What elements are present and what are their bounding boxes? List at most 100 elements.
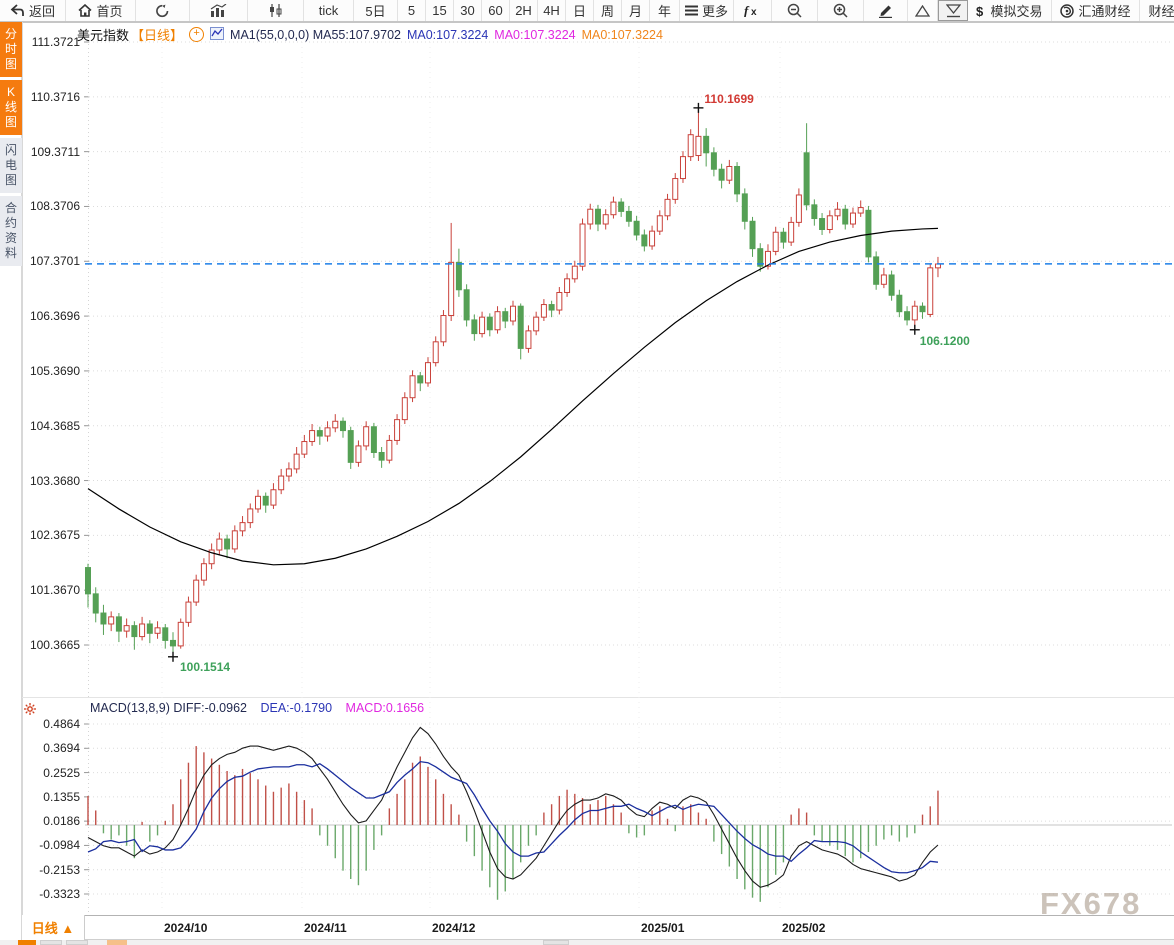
triangle-down-button[interactable] — [938, 0, 968, 21]
macd-dea-line — [87, 760, 939, 874]
candle-down — [641, 234, 648, 247]
sim-trade-button[interactable]: $ 模拟交易 — [968, 0, 1052, 21]
clipped-settings-tab[interactable] — [543, 940, 569, 945]
candle-up — [247, 508, 254, 524]
period-badge[interactable]: 【日线】 — [131, 28, 184, 43]
candle-down — [734, 165, 741, 195]
zoom-out-button[interactable] — [772, 0, 818, 21]
candle-up — [880, 274, 887, 285]
tab-time-chart[interactable]: 分时图 — [0, 22, 22, 77]
macd-value: MACD:0.1656 — [345, 701, 425, 715]
macd-axis-label: -0.2153 — [39, 862, 80, 877]
candle-up — [278, 475, 285, 491]
symbol-name: 美元指数 — [77, 28, 130, 43]
price-axis-label: 103.3680 — [29, 473, 80, 488]
candle-up — [587, 208, 594, 225]
candle-up — [479, 316, 486, 335]
candle-down — [417, 375, 424, 384]
zoom-out-icon — [787, 3, 802, 18]
candle-down — [749, 220, 756, 250]
candle-down — [633, 220, 640, 236]
zoom-in-button[interactable] — [818, 0, 864, 21]
period-week-button[interactable]: 周 — [594, 0, 622, 21]
candle-down — [339, 420, 346, 432]
finance-button[interactable]: 财经 — [1140, 0, 1174, 21]
candle-down — [517, 305, 524, 349]
price-axis-label: 101.3670 — [29, 583, 80, 598]
tab-flash-chart-char: 电 — [4, 158, 17, 172]
mini-chart-icon[interactable] — [210, 26, 225, 43]
back-icon — [10, 4, 25, 17]
candle-up — [525, 330, 532, 349]
tab-flash-chart[interactable]: 闪电图 — [0, 138, 22, 193]
price-extreme-label: 110.1699 — [704, 91, 754, 106]
home-button[interactable]: 首页 — [66, 0, 136, 21]
month-label: 2024/12 — [432, 921, 476, 935]
tick-button-label: tick — [318, 3, 339, 18]
candle-down — [262, 495, 269, 506]
period-4h-button[interactable]: 4H — [538, 0, 566, 21]
candle-up — [564, 278, 571, 294]
kline-button[interactable] — [248, 0, 304, 21]
period-5-button[interactable]: 5 — [398, 0, 426, 21]
candle-up — [602, 214, 609, 225]
zoom-in-icon — [833, 3, 848, 18]
clipped-tab[interactable] — [40, 940, 62, 945]
triangle-up-icon — [915, 4, 930, 17]
candle-down — [757, 248, 764, 267]
candle-up — [409, 375, 416, 399]
refresh-button[interactable] — [136, 0, 190, 21]
candle-up — [571, 265, 578, 280]
period-60-button[interactable]: 60 — [482, 0, 510, 21]
month-label: 2025/02 — [782, 921, 826, 935]
macd-diff-line — [87, 726, 939, 888]
tab-flash-chart-char: 图 — [4, 173, 17, 187]
period-15-button[interactable]: 15 — [426, 0, 454, 21]
candle-down — [548, 304, 555, 311]
candle-up — [185, 601, 192, 623]
macd-diff-value: MACD(13,8,9) DIFF:-0.0962 — [90, 701, 247, 715]
candle-up — [293, 453, 300, 470]
period-day-button[interactable]: 日 — [566, 0, 594, 21]
clipped-tab[interactable] — [107, 940, 127, 945]
candle-up — [363, 426, 370, 447]
back-button[interactable]: 返回 — [0, 0, 66, 21]
period-2h-button[interactable]: 2H — [510, 0, 538, 21]
triangle-up-button[interactable] — [908, 0, 938, 21]
candle-up — [772, 231, 779, 252]
tab-contract-info[interactable]: 合约资料 — [0, 196, 22, 266]
candle-up — [672, 178, 679, 200]
tab-time-chart-char: 时 — [4, 42, 17, 56]
draw-button[interactable] — [864, 0, 908, 21]
clipped-tab-active[interactable] — [18, 940, 36, 945]
period-year-button[interactable]: 年 — [650, 0, 680, 21]
huitong-button[interactable]: 汇通财经 — [1052, 0, 1140, 21]
add-indicator-icon[interactable]: + — [189, 27, 205, 42]
month-label: 2025/01 — [641, 921, 685, 935]
candle-up — [200, 563, 207, 581]
ma0-magenta-value: MA0:107.3224 — [494, 27, 576, 42]
candle-down — [718, 168, 725, 181]
period-30-button[interactable]: 30 — [454, 0, 482, 21]
candle-down — [625, 210, 632, 222]
bar-chart-button[interactable] — [190, 0, 248, 21]
price-axis-label: 110.3716 — [30, 89, 80, 104]
clipped-tab[interactable] — [66, 940, 88, 945]
tab-contract-info-char: 料 — [4, 246, 17, 260]
period-selector[interactable]: 日线 ▲ — [22, 915, 85, 940]
price-axis-label: 102.3675 — [29, 528, 80, 543]
period-month-button[interactable]: 月 — [622, 0, 650, 21]
more-button[interactable]: 更多 — [680, 0, 734, 21]
globe-icon — [1060, 3, 1075, 18]
candle-down — [486, 316, 493, 331]
period-5day-button[interactable]: 5日 — [354, 0, 398, 21]
tick-button[interactable]: tick — [304, 0, 354, 21]
candle-up — [424, 362, 431, 384]
indicator-settings-icon[interactable] — [24, 702, 36, 720]
candle-up — [139, 623, 146, 638]
more-icon — [684, 5, 698, 16]
candle-down — [347, 430, 354, 463]
